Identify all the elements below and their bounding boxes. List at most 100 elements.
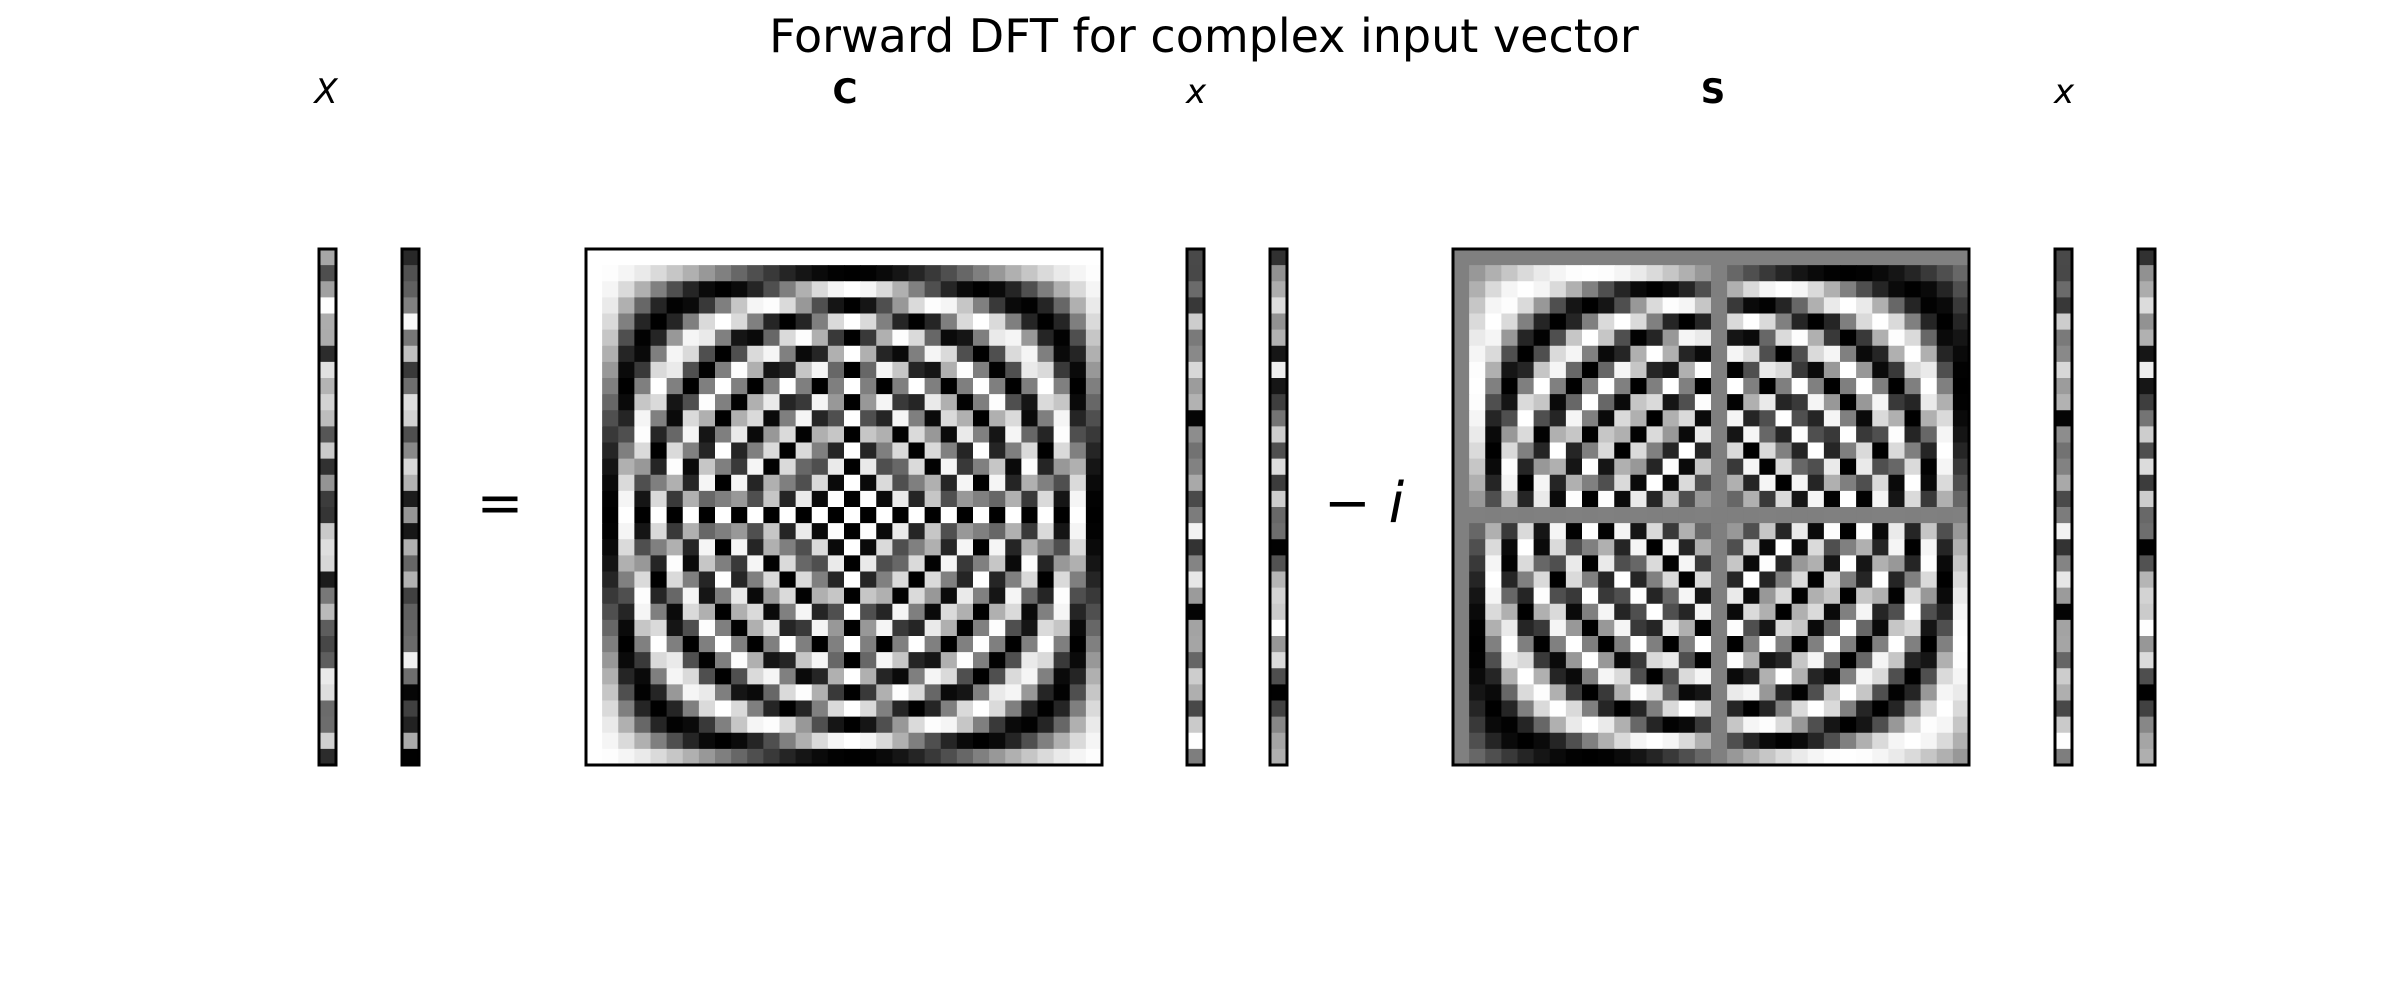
matrix-cell <box>1469 265 1486 282</box>
matrix-cell <box>940 458 958 476</box>
matrix-cell <box>1694 700 1712 718</box>
matrix-cell <box>1920 265 1938 282</box>
matrix-cell <box>860 313 877 331</box>
matrix-cell <box>666 281 684 298</box>
matrix-cell <box>586 345 603 363</box>
matrix-cell <box>1069 281 1087 298</box>
matrix-cell <box>860 668 877 685</box>
vector-cell <box>319 587 336 605</box>
matrix-cell <box>586 458 603 476</box>
matrix-cell <box>1936 426 1954 444</box>
matrix-cell <box>1453 684 1470 702</box>
matrix-cell <box>940 716 958 734</box>
matrix-cell <box>747 636 764 653</box>
matrix-cell <box>1694 619 1712 637</box>
vector-cell <box>1187 281 1204 298</box>
matrix-cell <box>650 474 668 492</box>
matrix-cell <box>1614 700 1631 718</box>
matrix-cell <box>1678 668 1696 685</box>
vector-cell <box>2055 410 2072 427</box>
matrix-cell <box>1582 394 1599 411</box>
matrix-cell <box>1630 297 1648 315</box>
matrix-cell <box>1453 426 1470 444</box>
matrix-cell <box>844 329 861 347</box>
matrix-cell <box>989 603 1006 621</box>
matrix-cell <box>715 394 732 411</box>
matrix-cell <box>1872 313 1889 331</box>
matrix-cell <box>1582 249 1599 266</box>
matrix-cell <box>1759 313 1777 331</box>
matrix-cell <box>602 313 619 331</box>
matrix-cell <box>731 410 748 427</box>
matrix-cell <box>1872 297 1889 315</box>
matrix-cell <box>666 507 684 524</box>
matrix-cell <box>844 265 861 282</box>
matrix-cell <box>1037 474 1055 492</box>
matrix-cell <box>1533 329 1551 347</box>
matrix-cell <box>989 249 1006 266</box>
matrix-cell <box>763 426 781 444</box>
matrix-cell <box>989 748 1006 766</box>
vector-cell <box>1187 394 1204 411</box>
matrix-cell <box>1598 619 1615 637</box>
matrix-cell <box>860 539 877 556</box>
vector-cell <box>2055 313 2072 331</box>
matrix-cell <box>1646 458 1664 476</box>
matrix-cell <box>1037 313 1055 331</box>
matrix-cell <box>1630 716 1648 734</box>
matrix-cell <box>811 378 829 395</box>
matrix-cell <box>892 603 910 621</box>
vector-cell <box>402 732 419 750</box>
matrix-cell <box>876 603 893 621</box>
matrix-cell <box>1694 732 1712 750</box>
matrix-cell <box>1823 313 1841 331</box>
matrix-cell <box>731 442 748 460</box>
matrix-cell <box>682 539 700 556</box>
matrix-cell <box>956 313 974 331</box>
matrix-cell <box>1053 716 1071 734</box>
matrix-cell <box>1920 361 1938 379</box>
matrix-cell <box>1005 539 1022 556</box>
matrix-cell <box>1872 426 1889 444</box>
matrix-cell <box>715 458 732 476</box>
matrix-cell <box>1694 329 1712 347</box>
matrix-cell <box>1565 361 1583 379</box>
matrix-cell <box>650 587 668 605</box>
matrix-cell <box>1743 249 1760 266</box>
matrix-cell <box>1037 555 1055 573</box>
matrix-cell <box>1037 458 1055 476</box>
vector-cell <box>2055 700 2072 718</box>
matrix-cell <box>1037 394 1055 411</box>
matrix-cell <box>1662 249 1680 266</box>
matrix-cell <box>586 523 603 540</box>
matrix-cell <box>860 378 877 395</box>
matrix-cell <box>860 249 877 266</box>
matrix-cell <box>1807 345 1825 363</box>
vector-cell <box>402 490 419 508</box>
matrix-cell <box>1807 297 1825 315</box>
matrix-cell <box>876 700 893 718</box>
matrix-cell <box>634 378 652 395</box>
matrix-cell <box>1614 281 1631 298</box>
matrix-cell <box>1453 474 1470 492</box>
matrix-cell <box>892 732 910 750</box>
matrix-cell <box>1533 442 1551 460</box>
matrix-cell <box>795 732 813 750</box>
matrix-cell <box>763 619 781 637</box>
matrix-cell <box>1069 700 1087 718</box>
matrix-cell <box>1646 490 1664 508</box>
vector-cell <box>1270 265 1287 282</box>
matrix-cell <box>666 732 684 750</box>
matrix-cell <box>682 523 700 540</box>
matrix-cell <box>811 539 829 556</box>
matrix-cell <box>1582 636 1599 653</box>
matrix-cell <box>844 249 861 266</box>
matrix-cell <box>1904 652 1922 669</box>
matrix-cell <box>1694 507 1712 524</box>
matrix-cell <box>876 313 893 331</box>
matrix-cell <box>1501 539 1519 556</box>
matrix-cell <box>1069 426 1087 444</box>
matrix-cell <box>1856 249 1873 266</box>
matrix-cell <box>908 249 926 266</box>
matrix-cell <box>811 281 829 298</box>
